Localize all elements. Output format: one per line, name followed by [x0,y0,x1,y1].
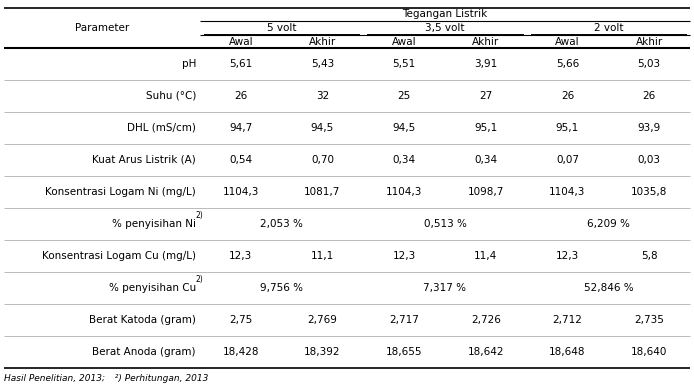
Text: Parameter: Parameter [75,23,129,33]
Text: Tegangan Listrik: Tegangan Listrik [403,9,488,19]
Text: 18,392: 18,392 [304,347,341,357]
Text: 2): 2) [196,210,204,220]
Text: 2 volt: 2 volt [593,23,623,33]
Text: Berat Anoda (gram): Berat Anoda (gram) [92,347,196,357]
Text: 2,75: 2,75 [229,315,253,325]
Text: 26: 26 [643,91,656,101]
Text: 3,91: 3,91 [474,59,498,69]
Text: Berat Katoda (gram): Berat Katoda (gram) [89,315,196,325]
Text: 1098,7: 1098,7 [468,187,504,197]
Text: 94,7: 94,7 [229,123,253,133]
Text: 0,513 %: 0,513 % [423,219,466,229]
Text: 5,51: 5,51 [393,59,416,69]
Text: ²) Perhitungan, 2013: ²) Perhitungan, 2013 [109,374,208,383]
Text: Konsentrasi Logam Ni (mg/L): Konsentrasi Logam Ni (mg/L) [45,187,196,197]
Text: 5,43: 5,43 [311,59,334,69]
Text: Awal: Awal [555,37,579,47]
Text: 27: 27 [480,91,493,101]
Text: 2,726: 2,726 [471,315,501,325]
Text: 9,756 %: 9,756 % [260,283,303,293]
Text: Konsentrasi Logam Cu (mg/L): Konsentrasi Logam Cu (mg/L) [42,251,196,261]
Text: % penyisihan Ni: % penyisihan Ni [112,219,196,229]
Text: Akhir: Akhir [636,37,663,47]
Text: 52,846 %: 52,846 % [584,283,633,293]
Text: 0,34: 0,34 [393,155,416,165]
Text: 2,735: 2,735 [634,315,664,325]
Text: Akhir: Akhir [472,37,500,47]
Text: 32: 32 [316,91,329,101]
Text: 1081,7: 1081,7 [304,187,341,197]
Text: 12,3: 12,3 [393,251,416,261]
Text: 0,70: 0,70 [311,155,334,165]
Text: 2,712: 2,712 [552,315,582,325]
Text: Kuat Arus Listrik (A): Kuat Arus Listrik (A) [92,155,196,165]
Text: 1104,3: 1104,3 [550,187,586,197]
Text: 5 volt: 5 volt [267,23,296,33]
Text: 7,317 %: 7,317 % [423,283,466,293]
Text: 18,428: 18,428 [223,347,259,357]
Text: 6,209 %: 6,209 % [587,219,629,229]
Text: 2,769: 2,769 [307,315,337,325]
Text: 2,717: 2,717 [389,315,419,325]
Text: Suhu (°C): Suhu (°C) [146,91,196,101]
Text: 95,1: 95,1 [474,123,498,133]
Text: 0,03: 0,03 [638,155,661,165]
Text: Awal: Awal [228,37,253,47]
Text: 11,4: 11,4 [474,251,498,261]
Text: 26: 26 [561,91,574,101]
Text: 12,3: 12,3 [556,251,579,261]
Text: 1104,3: 1104,3 [386,187,423,197]
Text: 94,5: 94,5 [311,123,334,133]
Text: 93,9: 93,9 [638,123,661,133]
Text: 0,07: 0,07 [556,155,579,165]
Text: 5,03: 5,03 [638,59,661,69]
Text: 95,1: 95,1 [556,123,579,133]
Text: 0,54: 0,54 [229,155,253,165]
Text: 94,5: 94,5 [393,123,416,133]
Text: Hasil Penelitian, 2013;: Hasil Penelitian, 2013; [4,374,105,383]
Text: 26: 26 [234,91,248,101]
Text: 1035,8: 1035,8 [631,187,668,197]
Text: 3,5 volt: 3,5 volt [425,23,465,33]
Text: pH: pH [182,59,196,69]
Text: 18,655: 18,655 [386,347,423,357]
Text: % penyisihan Cu: % penyisihan Cu [109,283,196,293]
Text: 12,3: 12,3 [229,251,253,261]
Text: 2,053 %: 2,053 % [260,219,303,229]
Text: DHL (mS/cm): DHL (mS/cm) [127,123,196,133]
Text: 5,61: 5,61 [229,59,253,69]
Text: Akhir: Akhir [309,37,336,47]
Text: 5,8: 5,8 [641,251,657,261]
Text: 18,640: 18,640 [631,347,668,357]
Text: 1104,3: 1104,3 [223,187,259,197]
Text: 0,34: 0,34 [474,155,498,165]
Text: 2): 2) [196,275,204,283]
Text: Awal: Awal [392,37,416,47]
Text: 18,648: 18,648 [549,347,586,357]
Text: 18,642: 18,642 [468,347,504,357]
Text: 5,66: 5,66 [556,59,579,69]
Text: 11,1: 11,1 [311,251,334,261]
Text: 25: 25 [398,91,411,101]
